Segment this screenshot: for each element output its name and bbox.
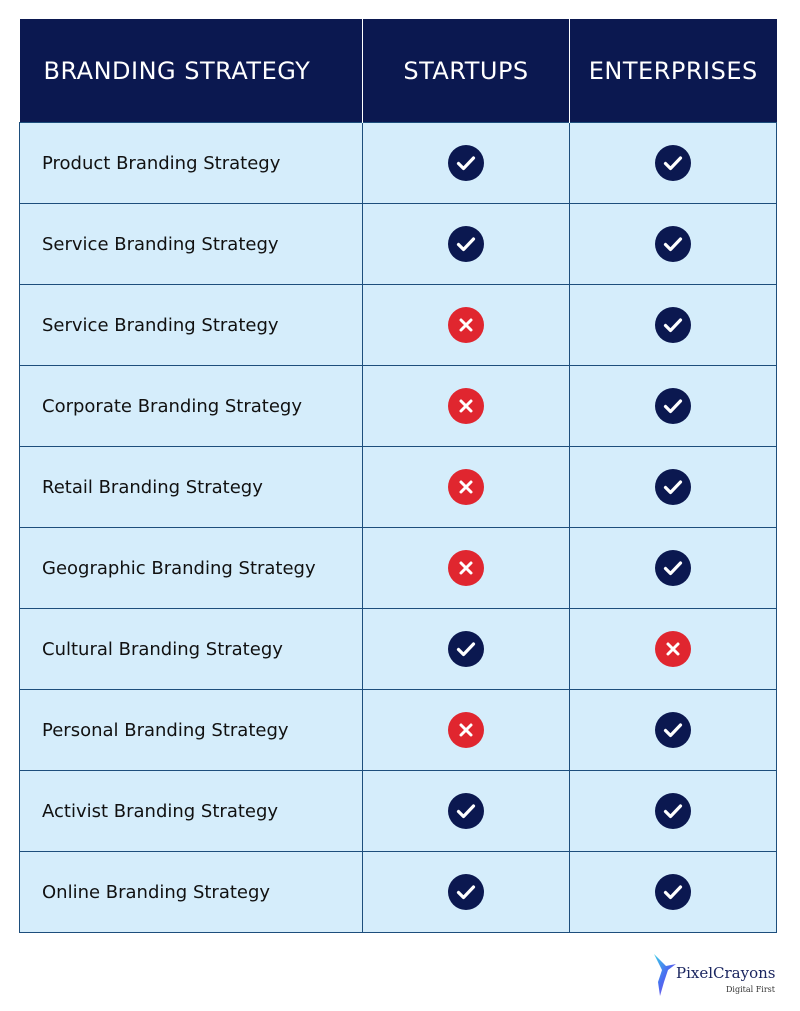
startups-cell bbox=[362, 608, 570, 690]
startups-cell bbox=[362, 284, 570, 366]
table-row: Service Branding Strategy bbox=[19, 284, 777, 366]
enterprises-cell bbox=[569, 365, 777, 447]
strategy-name: Service Branding Strategy bbox=[19, 284, 363, 366]
table-row: Online Branding Strategy bbox=[19, 851, 777, 933]
header-enterprises: ENTERPRISES bbox=[569, 19, 777, 123]
table-row: Personal Branding Strategy bbox=[19, 689, 777, 771]
table-row: Product Branding Strategy bbox=[19, 122, 777, 204]
cross-icon bbox=[448, 469, 484, 505]
cross-icon bbox=[448, 712, 484, 748]
check-icon bbox=[448, 793, 484, 829]
check-icon bbox=[655, 145, 691, 181]
check-icon bbox=[655, 469, 691, 505]
strategy-name: Service Branding Strategy bbox=[19, 203, 363, 285]
enterprises-cell bbox=[569, 689, 777, 771]
enterprises-cell bbox=[569, 851, 777, 933]
hummingbird-icon bbox=[654, 954, 676, 996]
header-branding-strategy: BRANDING STRATEGY bbox=[19, 19, 363, 123]
cross-icon bbox=[655, 631, 691, 667]
table-row: Activist Branding Strategy bbox=[19, 770, 777, 852]
cross-icon bbox=[448, 307, 484, 343]
startups-cell bbox=[362, 527, 570, 609]
table-row: Corporate Branding Strategy bbox=[19, 365, 777, 447]
table-row: Retail Branding Strategy bbox=[19, 446, 777, 528]
enterprises-cell bbox=[569, 608, 777, 690]
header-row: BRANDING STRATEGY STARTUPS ENTERPRISES bbox=[19, 19, 777, 123]
startups-cell bbox=[362, 446, 570, 528]
comparison-table: BRANDING STRATEGY STARTUPS ENTERPRISES P… bbox=[19, 19, 777, 933]
table-row: Service Branding Strategy bbox=[19, 203, 777, 285]
startups-cell bbox=[362, 203, 570, 285]
check-icon bbox=[655, 874, 691, 910]
strategy-name: Personal Branding Strategy bbox=[19, 689, 363, 771]
enterprises-cell bbox=[569, 122, 777, 204]
check-icon bbox=[448, 145, 484, 181]
logo-brand: PixelCrayons bbox=[676, 964, 776, 982]
startups-cell bbox=[362, 770, 570, 852]
startups-cell bbox=[362, 689, 570, 771]
check-icon bbox=[448, 226, 484, 262]
logo-tagline: Digital First bbox=[726, 985, 775, 994]
cross-icon bbox=[448, 550, 484, 586]
check-icon bbox=[655, 712, 691, 748]
startups-cell bbox=[362, 851, 570, 933]
strategy-name: Cultural Branding Strategy bbox=[19, 608, 363, 690]
enterprises-cell bbox=[569, 284, 777, 366]
table-row: Geographic Branding Strategy bbox=[19, 527, 777, 609]
enterprises-cell bbox=[569, 527, 777, 609]
startups-cell bbox=[362, 122, 570, 204]
strategy-name: Online Branding Strategy bbox=[19, 851, 363, 933]
pixelcrayons-logo: PixelCrayons Digital First bbox=[652, 952, 782, 998]
strategy-name: Corporate Branding Strategy bbox=[19, 365, 363, 447]
check-icon bbox=[655, 226, 691, 262]
strategy-name: Retail Branding Strategy bbox=[19, 446, 363, 528]
enterprises-cell bbox=[569, 203, 777, 285]
table-row: Cultural Branding Strategy bbox=[19, 608, 777, 690]
strategy-name: Geographic Branding Strategy bbox=[19, 527, 363, 609]
check-icon bbox=[655, 307, 691, 343]
check-icon bbox=[655, 550, 691, 586]
check-icon bbox=[448, 631, 484, 667]
enterprises-cell bbox=[569, 770, 777, 852]
startups-cell bbox=[362, 365, 570, 447]
strategy-name: Product Branding Strategy bbox=[19, 122, 363, 204]
strategy-name: Activist Branding Strategy bbox=[19, 770, 363, 852]
cross-icon bbox=[448, 388, 484, 424]
check-icon bbox=[655, 793, 691, 829]
enterprises-cell bbox=[569, 446, 777, 528]
header-startups: STARTUPS bbox=[362, 19, 570, 123]
check-icon bbox=[655, 388, 691, 424]
check-icon bbox=[448, 874, 484, 910]
